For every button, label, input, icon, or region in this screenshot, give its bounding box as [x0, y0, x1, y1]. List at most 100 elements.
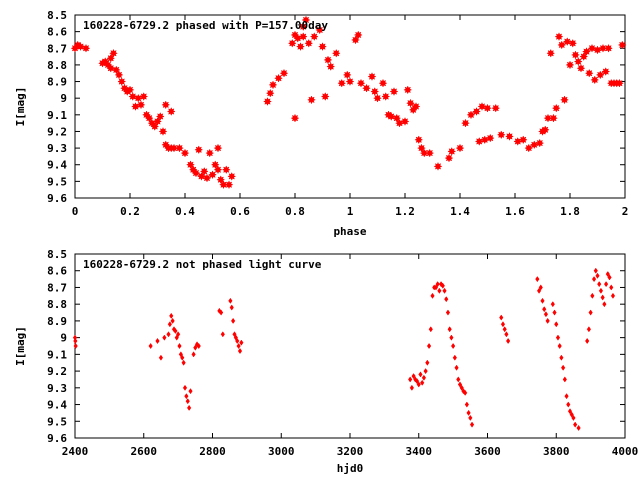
- data-point: [166, 331, 171, 338]
- x-tick-label: 1.4: [450, 205, 470, 218]
- data-point: [551, 103, 561, 113]
- data-point: [423, 368, 428, 375]
- data-point: [213, 143, 223, 153]
- data-point: [320, 92, 330, 101]
- y-tick-label: 9.3: [47, 142, 67, 155]
- data-point: [546, 48, 556, 58]
- data-point: [590, 75, 600, 85]
- data-point: [173, 327, 178, 334]
- data-point: [504, 331, 509, 338]
- data-series: [70, 15, 627, 190]
- data-point: [466, 409, 471, 416]
- data-point: [469, 421, 475, 428]
- data-point: [228, 297, 233, 304]
- data-point: [131, 102, 140, 111]
- y-tick-label: 9.1: [47, 348, 67, 361]
- data-point: [540, 297, 545, 304]
- data-point: [389, 87, 399, 96]
- data-point: [326, 62, 336, 72]
- data-point: [554, 321, 559, 328]
- data-point: [543, 113, 553, 123]
- data-point: [202, 173, 212, 183]
- data-point: [597, 281, 602, 288]
- chart-title: 160228-6729.2 phased with P=157.00day: [83, 19, 328, 32]
- data-point: [457, 381, 463, 388]
- data-point: [139, 92, 149, 101]
- data-point: [345, 77, 355, 86]
- data-point: [459, 384, 464, 391]
- data-point: [150, 122, 160, 131]
- data-point: [419, 148, 429, 158]
- x-tick-label: 0.2: [120, 205, 140, 218]
- data-point: [440, 282, 445, 289]
- data-point: [413, 376, 418, 383]
- data-point: [177, 342, 182, 350]
- data-point: [598, 43, 608, 53]
- data-point: [442, 287, 447, 294]
- data-point: [181, 359, 186, 366]
- data-point: [447, 146, 457, 156]
- data-point: [414, 378, 420, 385]
- data-point: [170, 317, 175, 324]
- x-tick-label: 3600: [474, 445, 501, 458]
- unphased-light-curve-chart: 2400 2600 2800 3000 3200 3400 3600 3800 4000 8.5 8…: [14, 248, 638, 475]
- data-point: [601, 67, 611, 76]
- y-tick-label: 9.1: [47, 109, 67, 122]
- data-point: [386, 112, 396, 121]
- data-point: [229, 304, 234, 311]
- data-point: [191, 168, 201, 178]
- data-point: [536, 287, 542, 294]
- data-point: [158, 354, 164, 361]
- data-point: [263, 97, 272, 106]
- data-point: [106, 53, 116, 63]
- x-tick-label: 3000: [268, 445, 295, 458]
- data-point: [298, 32, 308, 42]
- y-tick-label: 9: [60, 332, 67, 345]
- data-point: [296, 42, 305, 52]
- data-point: [449, 334, 454, 341]
- data-point: [474, 137, 484, 146]
- data-point: [219, 180, 228, 190]
- data-point: [433, 161, 443, 171]
- data-point: [435, 281, 440, 288]
- data-point: [290, 113, 300, 123]
- data-point: [584, 68, 594, 78]
- data-point: [456, 376, 461, 383]
- data-point: [216, 175, 226, 185]
- data-point: [307, 95, 316, 105]
- data-point: [162, 334, 167, 341]
- data-point: [408, 376, 413, 383]
- y-tick-label: 9.4: [47, 399, 67, 412]
- data-point: [184, 393, 189, 400]
- y-tick-label: 8.5: [47, 9, 67, 22]
- data-point: [433, 284, 439, 291]
- x-tick-label: 3400: [406, 445, 433, 458]
- x-axis-label: hjd0: [337, 462, 364, 475]
- data-series: [72, 267, 616, 432]
- x-tick-label: 3800: [543, 445, 570, 458]
- data-point: [491, 103, 501, 113]
- data-point: [567, 408, 573, 415]
- data-point: [81, 43, 91, 53]
- data-point: [452, 354, 457, 361]
- y-tick-label: 8.9: [47, 76, 67, 89]
- data-point: [362, 83, 371, 93]
- x-tick-label: 0: [72, 205, 79, 218]
- data-point: [418, 371, 423, 378]
- data-point: [378, 78, 388, 88]
- data-point: [506, 337, 511, 345]
- data-point: [477, 102, 487, 111]
- data-point: [109, 48, 118, 58]
- data-point: [573, 421, 578, 428]
- data-point: [513, 137, 523, 146]
- data-point: [400, 117, 410, 126]
- data-point: [128, 92, 138, 101]
- data-point: [417, 143, 426, 153]
- x-tick-label: 0.4: [175, 205, 195, 218]
- data-point: [454, 364, 459, 371]
- data-point: [562, 376, 567, 383]
- data-point: [559, 354, 564, 361]
- data-point: [237, 347, 243, 355]
- y-tick-label: 8.6: [47, 265, 67, 278]
- data-point: [444, 296, 449, 303]
